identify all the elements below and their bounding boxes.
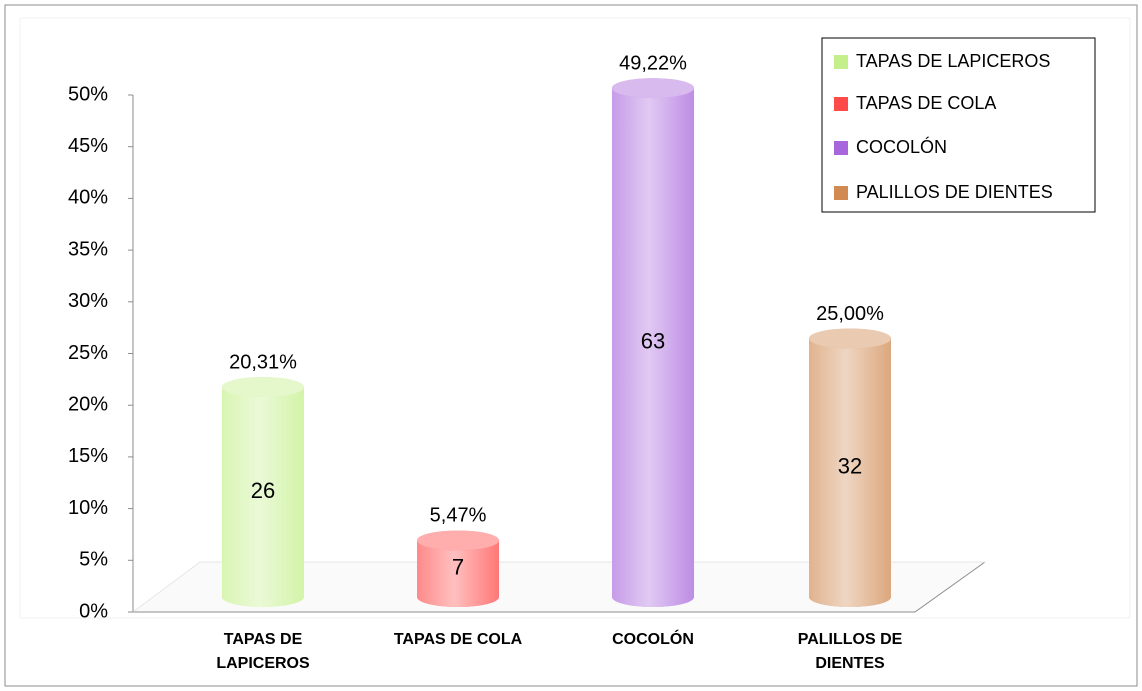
legend-label: TAPAS DE LAPICEROS: [856, 51, 1050, 71]
count-label: 26: [251, 478, 275, 503]
y-tick-label: 40%: [68, 187, 108, 209]
bar-shine: [612, 88, 694, 598]
floor-side: [132, 561, 201, 613]
y-tick-label: 5%: [79, 549, 108, 571]
y-tick-label: 10%: [68, 497, 108, 519]
cylinder-top-shine: [612, 78, 694, 99]
legend-label: PALILLOS DE DIENTES: [856, 182, 1053, 202]
floor: [133, 562, 985, 612]
cylinder-top-shine: [417, 530, 499, 551]
y-tick-label: 20%: [68, 393, 108, 415]
value-label: 20,31%: [229, 351, 297, 373]
floor-edge: [133, 561, 986, 613]
y-tick-label: 35%: [68, 238, 108, 260]
frame: [4, 4, 1138, 687]
legend: [821, 37, 1096, 213]
y-tick-label: 50%: [68, 83, 108, 105]
bar-shine: [222, 386, 304, 597]
value-label: 25,00%: [816, 303, 884, 325]
count-label: 7: [452, 555, 464, 580]
cylinder-top-shine: [222, 376, 304, 397]
x-tick-label: TAPAS DE COLA: [393, 631, 523, 648]
y-tick-label: 30%: [68, 290, 108, 312]
x-tick-label: PALILLOS DE DIENTES: [797, 631, 903, 672]
legend-swatch: [834, 97, 848, 111]
value-label: 5,47%: [430, 505, 487, 527]
y-tick-label: 15%: [68, 445, 108, 467]
legend-swatch: [834, 55, 848, 69]
value-label: 49,22%: [619, 52, 687, 74]
count-label: 63: [641, 328, 665, 353]
y-tick-label: 25%: [68, 342, 108, 364]
legend-swatch: [834, 141, 848, 155]
legend-swatch: [834, 186, 848, 200]
bar-shine: [809, 338, 891, 597]
legend-label: TAPAS DE COLA: [856, 93, 996, 113]
cylinder-top-shine: [809, 328, 891, 349]
legend-label: COCOLÓN: [856, 136, 947, 157]
count-label: 32: [838, 454, 862, 479]
x-tick-label: COCOLÓN: [612, 631, 694, 648]
y-tick-label: 0%: [79, 600, 108, 622]
y-tick-label: 45%: [68, 135, 108, 157]
x-tick-label: TAPAS DE LAPICEROS: [216, 631, 310, 672]
plot-frame: [19, 17, 1131, 619]
